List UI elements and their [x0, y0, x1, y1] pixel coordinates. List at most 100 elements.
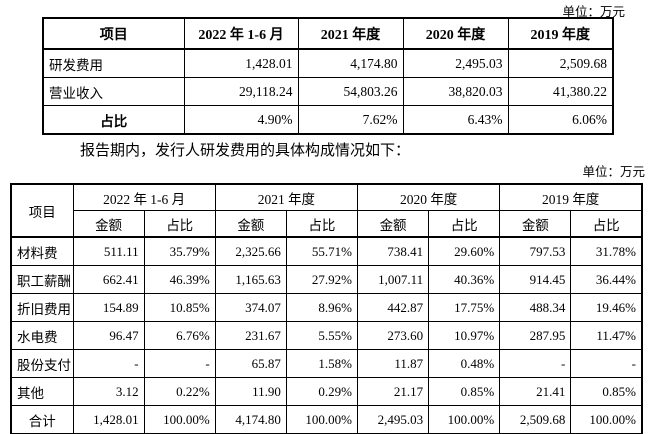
unit-label-bottom: 单位：万元 [582, 165, 645, 179]
table-cell: 488.34 [499, 293, 572, 322]
table-cell: 41,380.22 [507, 77, 614, 106]
summary-header-2021: 2021 年度 [297, 17, 404, 50]
unit-label-top: 单位：万元 [562, 5, 625, 19]
row-label: 营业收入 [42, 77, 185, 106]
table-row: 研发费用 1,428.01 4,174.80 2,495.03 2,509.68 [42, 48, 614, 78]
table-cell: 40.36% [428, 265, 501, 294]
table-cell: 797.53 [499, 236, 572, 266]
summary-header-row: 项目 2022 年 1-6 月 2021 年度 2020 年度 2019 年度 [42, 17, 614, 50]
table-row: 材料费 511.11 35.79% 2,325.66 55.71% 738.41… [10, 236, 643, 266]
table-cell: 19.46% [570, 293, 643, 322]
subheader-amount: 金额 [499, 210, 572, 238]
row-label: 合计 [10, 405, 74, 434]
table-cell: 35.79% [143, 236, 216, 266]
row-label: 水电费 [10, 321, 74, 350]
row-label: 材料费 [10, 236, 74, 266]
table-cell: 8.96% [285, 293, 359, 322]
table-cell: 1,428.01 [183, 48, 299, 78]
table-cell: 3.12 [72, 377, 145, 406]
table-cell: 273.60 [356, 321, 430, 350]
table-cell: 2,509.68 [507, 48, 614, 78]
table-cell: 10.97% [428, 321, 501, 350]
table-cell: 374.07 [214, 293, 287, 322]
table-cell: 442.87 [356, 293, 430, 322]
summary-header-2020: 2020 年度 [402, 17, 509, 50]
table-row-total: 合计 1,428.01 100.00% 4,174.80 100.00% 2,4… [10, 405, 643, 434]
table-cell: 29,118.24 [183, 77, 299, 106]
table-cell: 0.22% [143, 377, 216, 406]
table-cell: 1,428.01 [72, 405, 145, 434]
table-cell: 2,495.03 [356, 405, 430, 434]
table-cell: - [570, 349, 643, 378]
detail-header-2022: 2022 年 1-6 月 [72, 183, 216, 211]
table-cell: - [143, 349, 216, 378]
table-cell: 2,509.68 [499, 405, 572, 434]
table-cell: 21.17 [356, 377, 430, 406]
row-label: 研发费用 [42, 48, 185, 78]
table-cell: 287.95 [499, 321, 572, 350]
table-cell: 738.41 [356, 236, 430, 266]
table-cell: 38,820.03 [402, 77, 509, 106]
subheader-amount: 金额 [356, 210, 430, 238]
table-cell: 100.00% [285, 405, 359, 434]
table-cell: 6.43% [402, 105, 509, 135]
table-cell: 231.67 [214, 321, 287, 350]
detail-header-2021: 2021 年度 [214, 183, 359, 211]
table-cell: 55.71% [285, 236, 359, 266]
table-row: 水电费 96.47 6.76% 231.67 5.55% 273.60 10.9… [10, 321, 643, 350]
table-cell: 54,803.26 [297, 77, 404, 106]
table-cell: 1,007.11 [356, 265, 430, 294]
detail-header-2019: 2019 年度 [499, 183, 643, 211]
detail-header-row-periods: 项目 2022 年 1-6 月 2021 年度 2020 年度 2019 年度 [10, 183, 643, 238]
detail-header-row-subcols: 金额 占比 金额 占比 金额 占比 金额 占比 [11, 210, 643, 238]
summary-header-2019: 2019 年度 [507, 17, 614, 50]
subheader-ratio: 占比 [428, 210, 501, 238]
summary-header-2022: 2022 年 1-6 月 [183, 17, 299, 50]
table-cell: 1.58% [285, 349, 359, 378]
table-cell: 11.90 [214, 377, 287, 406]
table-cell: 6.06% [507, 105, 614, 135]
row-label: 占比 [42, 105, 185, 135]
table-cell: 6.76% [143, 321, 216, 350]
row-label: 其他 [10, 377, 74, 406]
subheader-ratio: 占比 [285, 210, 359, 238]
table-cell: 4.90% [183, 105, 299, 135]
row-label: 职工薪酬 [10, 265, 74, 294]
table-cell: - [72, 349, 145, 378]
table-cell: 4,174.80 [214, 405, 287, 434]
table-cell: 0.85% [570, 377, 643, 406]
table-cell: 100.00% [428, 405, 501, 434]
detail-table: 项目 2022 年 1-6 月 2021 年度 2020 年度 2019 年度 … [10, 183, 643, 434]
table-cell: 11.47% [570, 321, 643, 350]
table-cell: - [499, 349, 572, 378]
table-cell: 914.45 [499, 265, 572, 294]
table-cell: 21.41 [499, 377, 572, 406]
table-cell: 31.78% [570, 236, 643, 266]
table-cell: 65.87 [214, 349, 287, 378]
subheader-amount: 金额 [72, 210, 145, 238]
table-cell: 511.11 [72, 236, 145, 266]
table-cell: 27.92% [285, 265, 359, 294]
intro-paragraph: 报告期内，发行人研发费用的具体构成情况如下： [80, 143, 411, 159]
subheader-amount: 金额 [214, 210, 287, 238]
table-cell: 5.55% [285, 321, 359, 350]
table-row: 营业收入 29,118.24 54,803.26 38,820.03 41,38… [42, 77, 614, 106]
table-cell: 662.41 [72, 265, 145, 294]
table-cell: 100.00% [570, 405, 643, 434]
table-cell: 0.29% [285, 377, 359, 406]
table-cell: 2,495.03 [402, 48, 509, 78]
table-cell: 4,174.80 [297, 48, 404, 78]
table-cell: 2,325.66 [214, 236, 287, 266]
table-cell: 154.89 [72, 293, 145, 322]
table-cell: 96.47 [72, 321, 145, 350]
row-label: 折旧费用 [10, 293, 74, 322]
detail-header-2020: 2020 年度 [356, 183, 501, 211]
table-cell: 1,165.63 [214, 265, 287, 294]
subheader-ratio: 占比 [143, 210, 216, 238]
table-cell: 46.39% [143, 265, 216, 294]
summary-table: 项目 2022 年 1-6 月 2021 年度 2020 年度 2019 年度 … [42, 17, 614, 135]
table-cell: 0.85% [428, 377, 501, 406]
table-cell: 100.00% [143, 405, 216, 434]
row-label: 股份支付 [10, 349, 74, 378]
